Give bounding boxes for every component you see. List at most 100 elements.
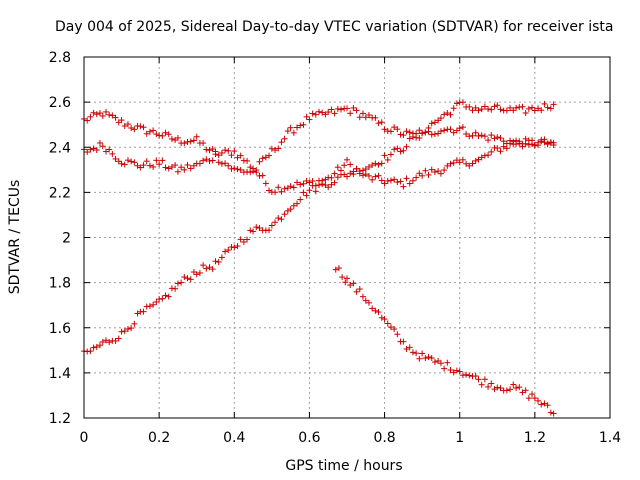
data-point xyxy=(309,182,316,189)
data-point xyxy=(178,164,185,171)
data-point xyxy=(225,247,232,254)
data-point xyxy=(344,173,350,180)
data-point xyxy=(244,236,251,243)
data-point xyxy=(247,169,254,176)
data-point xyxy=(140,308,147,315)
data-point xyxy=(334,174,341,181)
data-point xyxy=(187,165,194,172)
data-point xyxy=(365,112,372,119)
data-point xyxy=(337,106,344,113)
data-point xyxy=(287,124,294,131)
data-point xyxy=(96,110,103,117)
data-point xyxy=(419,350,426,357)
data-point xyxy=(475,156,482,163)
data-point xyxy=(206,147,213,154)
data-point xyxy=(375,161,382,168)
data-point xyxy=(96,139,103,146)
data-point xyxy=(544,104,551,111)
x-tick-label: 1.4 xyxy=(599,430,621,446)
data-point xyxy=(187,138,194,145)
data-point xyxy=(478,132,485,139)
data-point xyxy=(481,133,488,140)
data-point xyxy=(203,265,210,272)
data-point xyxy=(325,109,332,116)
data-point xyxy=(475,376,482,383)
data-point xyxy=(303,177,310,184)
data-point xyxy=(494,145,501,152)
data-point xyxy=(488,380,495,387)
data-point xyxy=(406,129,413,136)
data-point xyxy=(140,162,147,169)
data-point xyxy=(525,105,532,112)
data-point xyxy=(488,106,495,113)
data-point xyxy=(150,127,157,134)
data-point xyxy=(485,137,492,144)
data-point xyxy=(215,152,222,159)
data-point xyxy=(206,264,213,271)
data-point xyxy=(400,338,407,345)
data-point xyxy=(259,155,266,162)
data-point xyxy=(525,395,532,402)
data-point xyxy=(378,160,385,167)
data-point xyxy=(253,167,260,174)
data-point xyxy=(200,140,207,147)
data-point xyxy=(342,279,349,286)
data-point xyxy=(362,166,369,173)
data-point xyxy=(228,165,235,172)
data-point xyxy=(409,349,416,356)
data-point xyxy=(538,107,545,114)
data-point xyxy=(316,182,323,189)
data-point xyxy=(550,139,557,146)
data-point xyxy=(522,387,529,394)
series-series-b xyxy=(81,104,557,176)
data-point xyxy=(275,184,282,191)
data-point xyxy=(447,126,454,133)
data-point xyxy=(109,150,116,157)
data-point xyxy=(218,160,225,167)
data-point xyxy=(478,381,485,388)
data-point xyxy=(441,167,448,174)
data-point xyxy=(112,155,119,162)
data-point xyxy=(237,152,244,159)
data-point xyxy=(268,145,275,152)
data-point xyxy=(375,120,382,127)
data-point xyxy=(281,135,288,142)
data-point xyxy=(450,159,457,166)
data-point xyxy=(541,400,548,407)
y-tick-label: 2.2 xyxy=(49,185,71,201)
data-point xyxy=(488,148,495,155)
data-point xyxy=(203,146,210,153)
data-point xyxy=(406,344,413,351)
data-point xyxy=(500,143,507,150)
data-point xyxy=(481,103,488,110)
data-point xyxy=(102,108,109,115)
data-point xyxy=(365,172,372,179)
data-point xyxy=(425,171,432,178)
data-point xyxy=(453,367,460,374)
data-point xyxy=(475,132,482,139)
data-point xyxy=(378,314,385,321)
data-point xyxy=(478,106,485,113)
data-point xyxy=(281,185,288,192)
data-point xyxy=(497,106,504,113)
data-point xyxy=(491,103,498,110)
data-point xyxy=(203,156,210,163)
data-point xyxy=(437,115,444,122)
data-point xyxy=(531,395,538,402)
data-point xyxy=(409,177,416,184)
data-point xyxy=(253,224,260,231)
data-point xyxy=(428,166,435,173)
data-point xyxy=(406,135,413,142)
data-point xyxy=(450,105,457,112)
data-point xyxy=(212,258,219,265)
data-point xyxy=(319,181,326,188)
data-point xyxy=(350,280,357,287)
data-point xyxy=(394,179,401,186)
data-point xyxy=(93,343,100,350)
data-point xyxy=(369,176,376,183)
data-point xyxy=(259,172,266,179)
data-point xyxy=(193,133,200,140)
data-point xyxy=(522,109,529,116)
data-point xyxy=(102,148,109,155)
data-point xyxy=(335,265,342,272)
